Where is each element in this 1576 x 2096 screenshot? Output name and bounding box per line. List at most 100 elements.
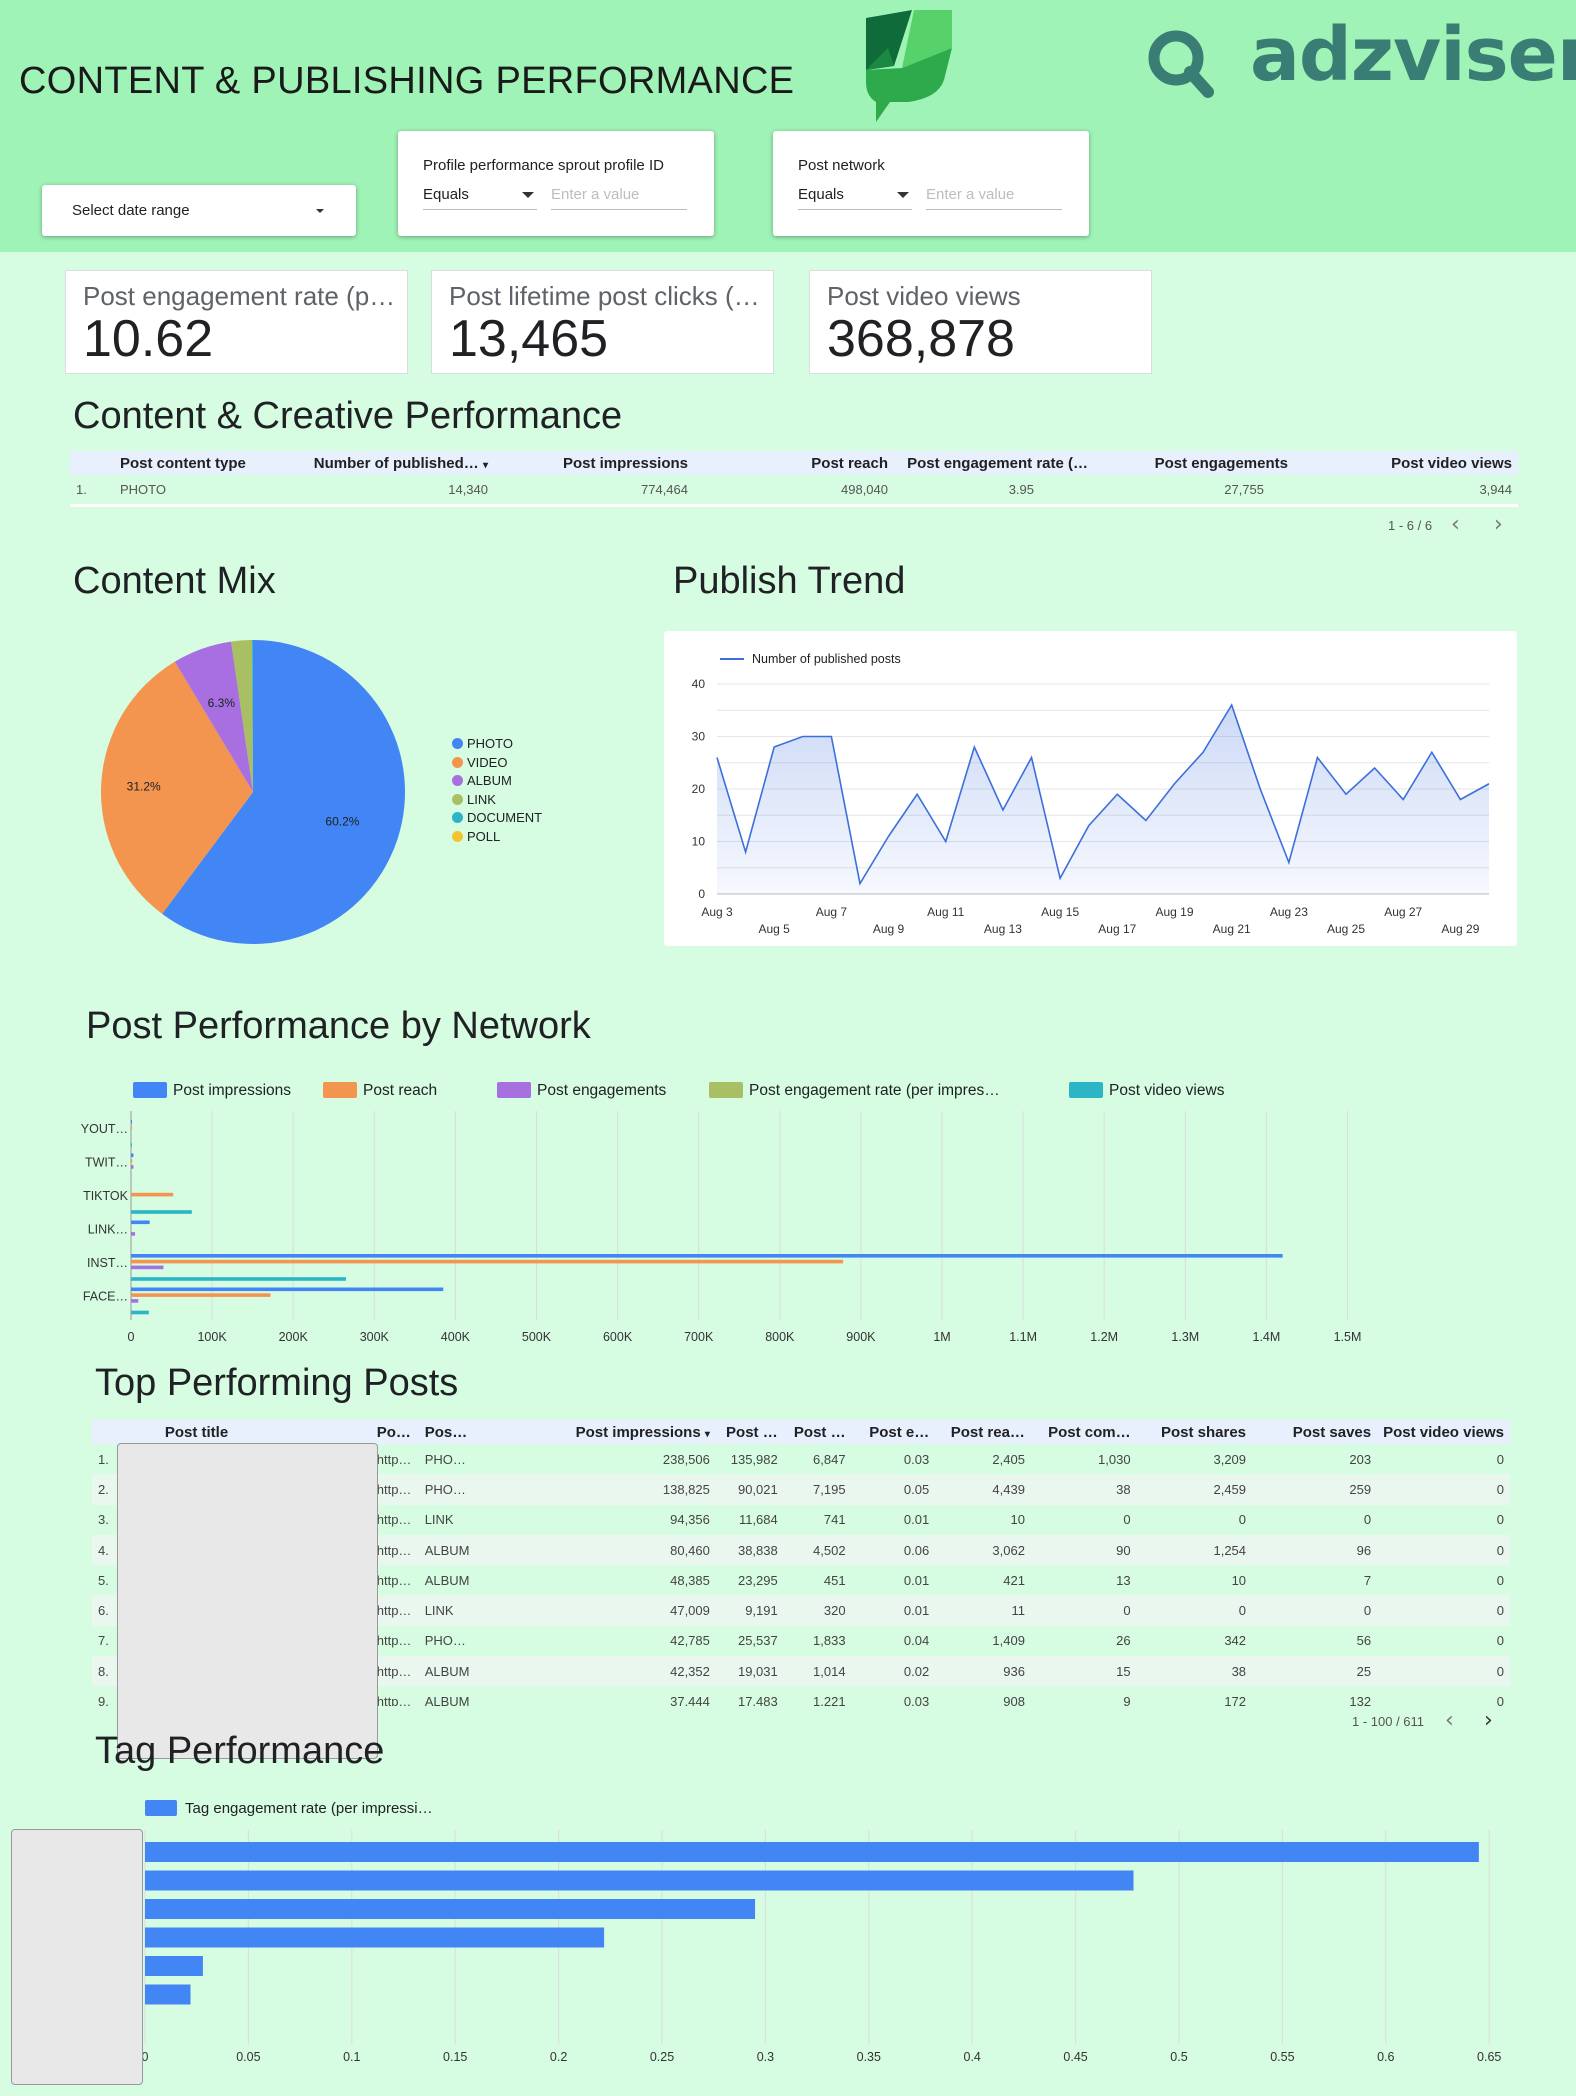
table-cell[interactable]: http… — [370, 1534, 419, 1566]
legend-item[interactable]: POLL — [452, 829, 500, 844]
table-row[interactable]: 5. http… ALBUM 48,385 23,295 451 0.01 421 13 10 7 0 — [92, 1565, 1510, 1595]
publish-trend-title: Publish Trend — [673, 560, 906, 602]
operator-caret-icon[interactable] — [522, 192, 534, 198]
post-network-value-input[interactable]: Enter a value — [926, 186, 1015, 203]
x-tick-label: Aug 15 — [1041, 905, 1079, 919]
column-header[interactable]: Post impressions — [494, 451, 694, 475]
date-range-selector[interactable]: Select date range — [42, 185, 356, 236]
table-cell[interactable]: http… — [370, 1656, 419, 1687]
legend-item[interactable]: DOCUMENT — [452, 810, 542, 825]
profile-id-operator-select[interactable]: Equals — [423, 186, 469, 203]
table-cell: 56 — [1356, 1633, 1372, 1649]
column-header[interactable]: Post saves — [1252, 1420, 1378, 1444]
table-cell: 26 — [1116, 1633, 1131, 1649]
table-row[interactable]: 1. PHOTO 14,340 774,464 498,040 3.95 27,… — [70, 475, 1518, 505]
column-header[interactable]: Post … — [715, 1420, 784, 1444]
table-cell: 90 — [1030, 1534, 1137, 1566]
x-tick-label: 0.35 — [857, 2050, 881, 2064]
column-header[interactable]: Post com… — [1030, 1420, 1137, 1444]
x-tick-label: 400K — [441, 1330, 471, 1344]
bar — [131, 1254, 1283, 1258]
legend-swatch — [452, 793, 463, 805]
table-cell: LINK — [418, 1595, 499, 1626]
table-cell: 0.03 — [903, 1451, 930, 1467]
legend-swatch — [452, 756, 463, 768]
table-cell: ALBUM — [424, 1694, 470, 1710]
adzviser-logo-icon — [1148, 30, 1214, 98]
table-cell[interactable]: http… — [376, 1451, 412, 1467]
column-header[interactable]: Post shares — [1136, 1420, 1253, 1444]
table-cell: 11,684 — [738, 1512, 778, 1528]
legend-label: VIDEO — [467, 754, 508, 770]
y-tick-label: 10 — [692, 835, 706, 849]
legend-item[interactable]: VIDEO — [452, 755, 507, 770]
legend-item[interactable]: LINK — [452, 792, 496, 807]
column-header[interactable]: Post title — [114, 1420, 371, 1444]
table-cell[interactable]: http… — [370, 1595, 419, 1626]
column-header[interactable]: Po… — [370, 1420, 419, 1444]
table-cell: 238,506 — [662, 1451, 710, 1467]
bar — [145, 1842, 1479, 1862]
profile-id-value-input[interactable]: Enter a value — [551, 186, 640, 203]
table-cell: 3,062 — [935, 1534, 1031, 1566]
row-index: 9. — [98, 1694, 109, 1710]
table-row[interactable]: 3. http… LINK 94,356 11,684 741 0.01 10 0 0 0 0 — [92, 1505, 1510, 1535]
bar — [131, 1192, 174, 1197]
legend-label: Tag engagement rate (per impressi… — [185, 1800, 433, 1817]
table-row[interactable]: 1. http… PHO… 238,506 135,982 6,847 0.03 2,405 1… — [92, 1444, 1510, 1474]
table-cell: 10 — [1231, 1572, 1247, 1588]
content-mix-pie-chart: 60.2% 31.2% 6.3% — [100, 640, 405, 944]
column-header-sorted[interactable]: Post impressions ▾ — [498, 1420, 716, 1444]
x-tick-label: Aug 17 — [1098, 922, 1136, 936]
legend-label: LINK — [467, 791, 496, 807]
table-cell: 132 — [1349, 1694, 1372, 1710]
table-cell[interactable]: http… — [376, 1572, 412, 1588]
table-cell: 3,209 — [1213, 1451, 1247, 1467]
column-header[interactable]: Post … — [783, 1420, 852, 1444]
y-tick-label: 30 — [692, 730, 706, 744]
x-tick-label: 0.5 — [1170, 2050, 1187, 2064]
column-header[interactable]: Pos… — [418, 1420, 499, 1444]
legend-swatch — [133, 1082, 167, 1098]
column-header[interactable]: Post engagements — [1094, 451, 1294, 475]
column-header-sorted[interactable]: Number of published… ▾ — [304, 451, 494, 475]
operator-caret-icon[interactable] — [897, 192, 909, 198]
pie-slice — [162, 640, 405, 944]
table-cell: 0 — [1030, 1595, 1137, 1626]
row-index: 1. — [98, 1451, 109, 1467]
table-cell: 0 — [1377, 1656, 1510, 1687]
table-cell[interactable]: http… — [376, 1633, 412, 1649]
next-page-icon[interactable]: › — [1494, 512, 1503, 537]
x-tick-label: 600K — [603, 1330, 633, 1344]
legend-item[interactable]: PHOTO — [452, 736, 513, 751]
post-network-operator-select[interactable]: Equals — [798, 186, 844, 203]
x-tick-label: 0.2 — [550, 2050, 567, 2064]
table-cell[interactable]: http… — [376, 1694, 412, 1710]
prev-page-icon[interactable]: ‹ — [1451, 512, 1460, 537]
row-index: 2. — [92, 1474, 115, 1505]
table-cell[interactable]: http… — [376, 1512, 412, 1528]
prev-page-icon[interactable]: ‹ — [1445, 1708, 1454, 1733]
table-row[interactable]: 9. http… ALBUM 37,444 17,483 1,221 0.03 908 9 172… — [92, 1686, 1510, 1716]
cell-video-views: 3,944 — [1479, 481, 1512, 497]
table-cell: 0.03 — [903, 1694, 930, 1710]
table-row[interactable]: 7. http… PHO… 42,785 25,537 1,833 0.04 1,409 26 3… — [92, 1626, 1510, 1656]
column-header[interactable]: Post reach — [694, 451, 894, 475]
column-header[interactable]: Post rea… — [935, 1420, 1031, 1444]
table-cell: 1,014 — [783, 1656, 852, 1687]
page-title: CONTENT & PUBLISHING PERFORMANCE — [19, 60, 795, 102]
table-cell[interactable]: http… — [370, 1474, 419, 1505]
row-index: 8. — [92, 1656, 115, 1687]
column-header[interactable]: Post e… — [851, 1420, 936, 1444]
column-header[interactable]: Post video views — [1377, 1420, 1510, 1444]
x-tick-label: Aug 3 — [701, 905, 733, 919]
column-header[interactable]: Post content type — [114, 451, 304, 475]
column-header-label: Number of published… — [313, 454, 479, 472]
column-header[interactable]: Post video views — [1294, 451, 1518, 475]
legend-item[interactable]: ALBUM — [452, 773, 512, 788]
scorecard-video-views: Post video views 368,878 — [809, 270, 1152, 374]
column-header[interactable]: Post engagement rate (… — [894, 451, 1094, 475]
legend-swatch — [452, 831, 463, 842]
bar — [131, 1277, 346, 1281]
next-page-icon[interactable]: › — [1484, 1708, 1493, 1733]
